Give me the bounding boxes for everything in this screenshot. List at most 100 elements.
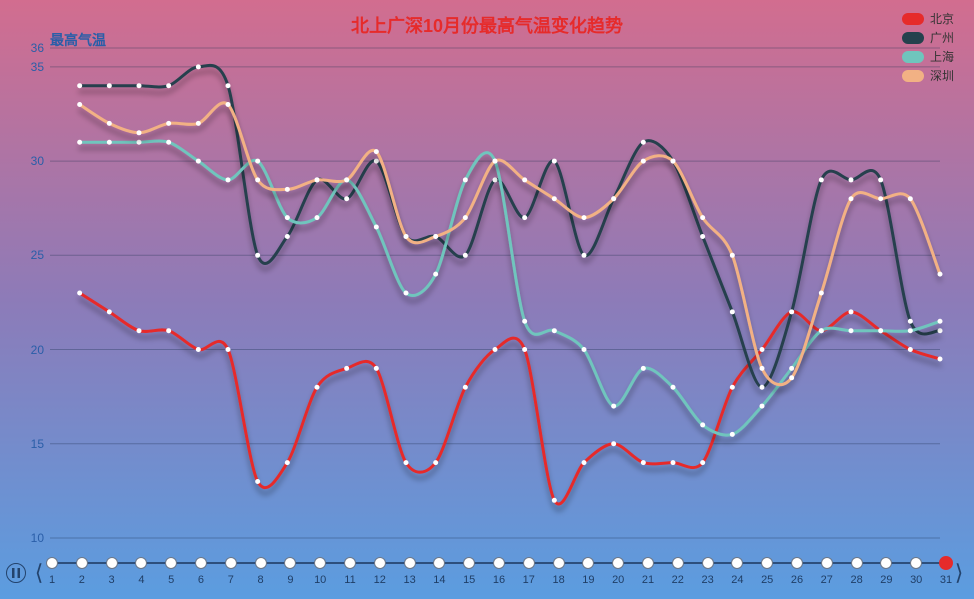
data-point[interactable] [700,215,705,220]
data-point[interactable] [255,253,260,258]
data-point[interactable] [493,347,498,352]
timeline-dot[interactable] [314,557,326,569]
timeline-dot[interactable] [910,557,922,569]
legend-item[interactable]: 广州 [902,29,954,46]
data-point[interactable] [137,130,142,135]
timeline-dot[interactable] [344,557,356,569]
data-point[interactable] [522,215,527,220]
data-point[interactable] [137,83,142,88]
data-point[interactable] [819,177,824,182]
data-point[interactable] [315,177,320,182]
timeline-dot[interactable] [939,556,953,570]
data-point[interactable] [226,102,231,107]
data-point[interactable] [433,234,438,239]
data-point[interactable] [344,196,349,201]
data-point[interactable] [522,177,527,182]
timeline-dot[interactable] [761,557,773,569]
data-point[interactable] [226,347,231,352]
timeline-dot[interactable] [433,557,445,569]
data-point[interactable] [255,177,260,182]
data-point[interactable] [582,215,587,220]
data-point[interactable] [878,196,883,201]
data-point[interactable] [285,215,290,220]
timeline-dot[interactable] [463,557,475,569]
data-point[interactable] [611,441,616,446]
data-point[interactable] [196,347,201,352]
data-point[interactable] [107,83,112,88]
timeline-dot[interactable] [642,557,654,569]
timeline-dot[interactable] [523,557,535,569]
data-point[interactable] [671,385,676,390]
data-point[interactable] [344,366,349,371]
data-point[interactable] [315,385,320,390]
timeline-dot[interactable] [672,557,684,569]
data-point[interactable] [166,140,171,145]
data-point[interactable] [730,385,735,390]
data-point[interactable] [908,196,913,201]
timeline-dot[interactable] [195,557,207,569]
data-point[interactable] [908,347,913,352]
timeline-dot[interactable] [880,557,892,569]
data-point[interactable] [77,291,82,296]
data-point[interactable] [730,432,735,437]
data-point[interactable] [433,272,438,277]
data-point[interactable] [849,309,854,314]
data-point[interactable] [107,140,112,145]
data-point[interactable] [315,215,320,220]
data-point[interactable] [878,177,883,182]
timeline-dot[interactable] [791,557,803,569]
data-point[interactable] [908,319,913,324]
data-point[interactable] [166,83,171,88]
data-point[interactable] [493,177,498,182]
legend-item[interactable]: 北京 [902,10,954,27]
data-point[interactable] [166,328,171,333]
timeline-dot[interactable] [612,557,624,569]
data-point[interactable] [374,225,379,230]
data-point[interactable] [463,177,468,182]
data-point[interactable] [493,159,498,164]
series-line[interactable] [80,141,940,435]
timeline-dot[interactable] [76,557,88,569]
data-point[interactable] [819,328,824,333]
data-point[interactable] [789,309,794,314]
data-point[interactable] [463,253,468,258]
timeline-dot[interactable] [821,557,833,569]
data-point[interactable] [760,404,765,409]
timeline[interactable]: ⟨ 12345678910111213141516171819202122232… [0,556,974,590]
data-point[interactable] [849,196,854,201]
data-point[interactable] [196,121,201,126]
data-point[interactable] [789,375,794,380]
data-point[interactable] [107,309,112,314]
data-point[interactable] [404,460,409,465]
data-point[interactable] [611,196,616,201]
timeline-dot[interactable] [404,557,416,569]
data-point[interactable] [938,356,943,361]
data-point[interactable] [760,385,765,390]
data-point[interactable] [226,177,231,182]
data-point[interactable] [77,102,82,107]
data-point[interactable] [938,328,943,333]
data-point[interactable] [77,140,82,145]
data-point[interactable] [285,234,290,239]
data-point[interactable] [908,328,913,333]
data-point[interactable] [404,291,409,296]
data-point[interactable] [700,234,705,239]
timeline-dot[interactable] [46,557,58,569]
data-point[interactable] [730,309,735,314]
data-point[interactable] [463,215,468,220]
data-point[interactable] [285,460,290,465]
data-point[interactable] [137,140,142,145]
timeline-play-pause-button[interactable] [6,563,26,583]
data-point[interactable] [196,159,201,164]
timeline-dot[interactable] [493,557,505,569]
data-point[interactable] [166,121,171,126]
data-point[interactable] [671,159,676,164]
timeline-dot[interactable] [284,557,296,569]
data-point[interactable] [671,460,676,465]
data-point[interactable] [255,479,260,484]
data-point[interactable] [849,328,854,333]
data-point[interactable] [789,366,794,371]
timeline-dot[interactable] [255,557,267,569]
data-point[interactable] [819,291,824,296]
data-point[interactable] [582,460,587,465]
